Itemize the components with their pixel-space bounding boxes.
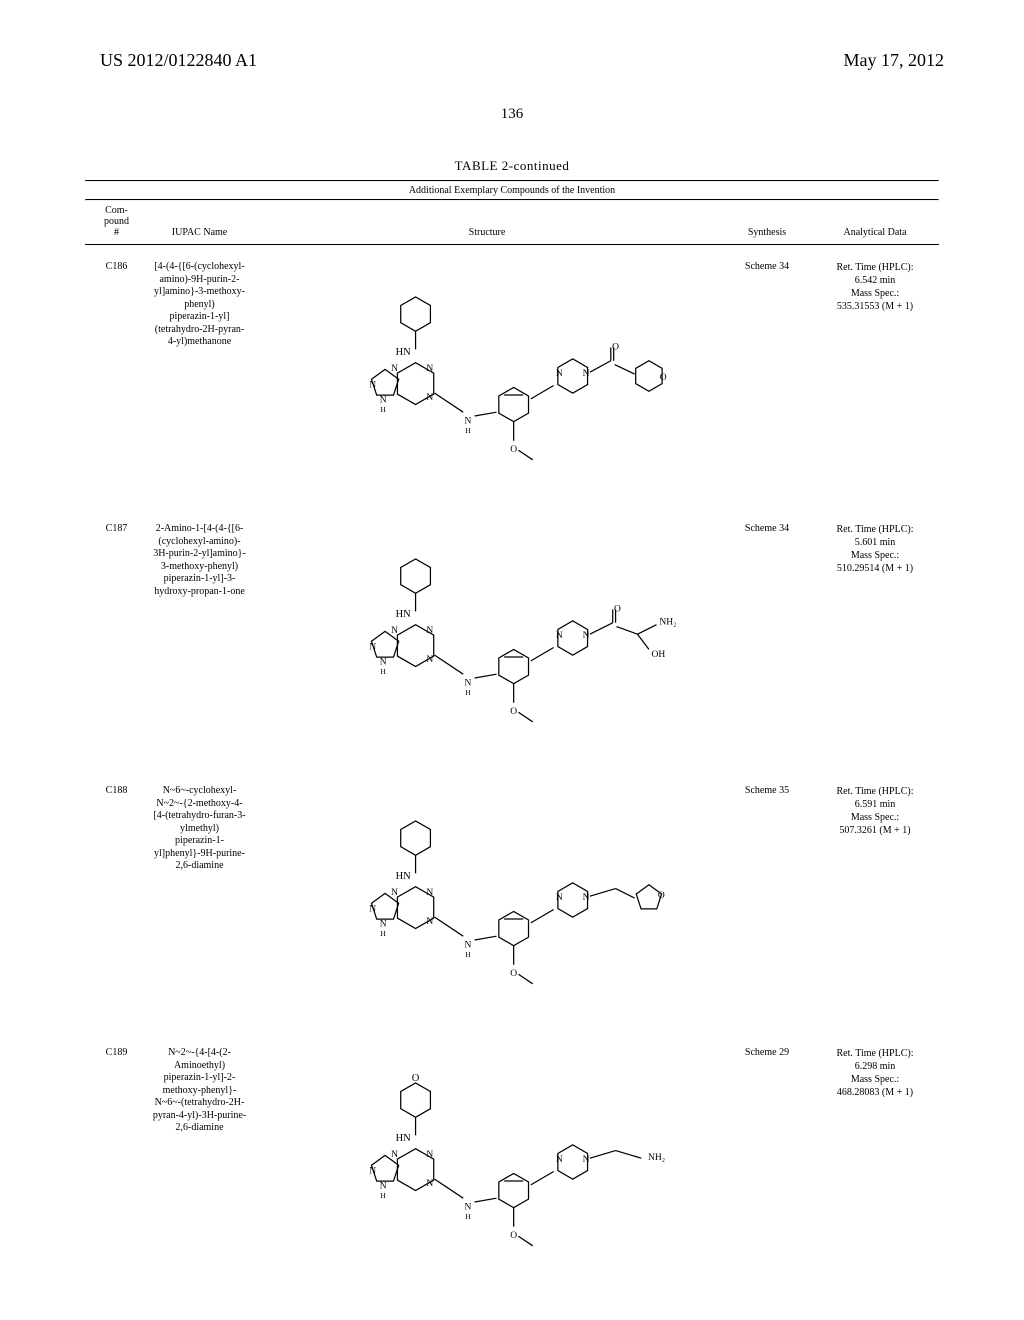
- structure-cell: HNNNNNNHNHONNONH₂OH: [251, 507, 723, 769]
- svg-text:OH: OH: [652, 650, 666, 660]
- svg-text:N: N: [556, 369, 563, 379]
- analytical-data: Ret. Time (HPLC):6.542 minMass Spec.:535…: [811, 245, 939, 508]
- svg-text:N: N: [391, 1150, 398, 1160]
- chemical-structure-diagram: HNNNNNNHNHONNOO: [255, 261, 719, 491]
- svg-text:N: N: [380, 658, 387, 668]
- svg-text:N: N: [465, 941, 472, 951]
- svg-text:N: N: [426, 1179, 433, 1189]
- svg-text:O: O: [510, 969, 517, 979]
- svg-text:HN: HN: [396, 609, 412, 620]
- svg-text:N: N: [556, 1155, 563, 1165]
- svg-text:O: O: [412, 1073, 420, 1084]
- publication-number: US 2012/0122840 A1: [100, 50, 257, 71]
- col-header-id: Com-pound#: [85, 201, 148, 245]
- chemical-structure-diagram: HNNNNNNHNHONNO: [255, 785, 719, 1015]
- svg-text:N: N: [369, 380, 376, 390]
- svg-text:O: O: [612, 342, 619, 352]
- svg-text:N: N: [426, 393, 433, 403]
- chemical-structure-diagram: HNNNNNNHNHONNONH₂OH: [255, 523, 719, 753]
- svg-text:N: N: [465, 679, 472, 689]
- iupac-name: 2-Amino-1-[4-(4-{[6-(cyclohexyl-amino)-3…: [148, 507, 251, 769]
- svg-text:N: N: [369, 642, 376, 652]
- svg-text:N: N: [556, 631, 563, 641]
- svg-text:O: O: [510, 707, 517, 717]
- svg-text:N: N: [426, 655, 433, 665]
- svg-text:N: N: [465, 417, 472, 427]
- svg-text:NH₂: NH₂: [648, 1153, 665, 1163]
- table-container: Additional Exemplary Compounds of the In…: [85, 180, 939, 1293]
- svg-text:H: H: [465, 950, 471, 959]
- svg-text:N: N: [380, 1182, 387, 1192]
- svg-text:HN: HN: [396, 1133, 412, 1144]
- svg-text:H: H: [380, 667, 386, 676]
- table-row: C189N~2~-{4-[4-(2-Aminoethyl)piperazin-1…: [85, 1031, 939, 1293]
- svg-text:N: N: [426, 364, 433, 374]
- table-caption: Additional Exemplary Compounds of the In…: [85, 182, 939, 199]
- svg-text:O: O: [510, 445, 517, 455]
- col-header-name: IUPAC Name: [148, 201, 251, 245]
- structure-cell: HNNNNNNHNHONNOO: [251, 245, 723, 508]
- table-row: C188N~6~-cyclohexyl-N~2~-{2-methoxy-4-[4…: [85, 769, 939, 1031]
- page-header: US 2012/0122840 A1 May 17, 2012: [0, 0, 1024, 71]
- svg-text:N: N: [583, 631, 590, 641]
- compound-id: C188: [85, 769, 148, 1031]
- svg-text:N: N: [391, 888, 398, 898]
- svg-text:N: N: [426, 1150, 433, 1160]
- structure-cell: OHNNNNNNHNHONNNH₂: [251, 1031, 723, 1293]
- publication-date: May 17, 2012: [844, 50, 945, 71]
- svg-text:N: N: [583, 893, 590, 903]
- analytical-data: Ret. Time (HPLC):6.298 minMass Spec.:468…: [811, 1031, 939, 1293]
- synthesis-scheme: Scheme 29: [723, 1031, 811, 1293]
- svg-text:N: N: [369, 904, 376, 914]
- col-header-structure: Structure: [251, 201, 723, 245]
- svg-text:N: N: [426, 917, 433, 927]
- chemical-structure-diagram: OHNNNNNNHNHONNNH₂: [255, 1047, 719, 1277]
- page-number: 136: [0, 106, 1024, 123]
- svg-text:H: H: [380, 929, 386, 938]
- iupac-name: [4-(4-{[6-(cyclohexyl-amino)-9H-purin-2-…: [148, 245, 251, 508]
- col-header-synthesis: Synthesis: [723, 201, 811, 245]
- svg-text:O: O: [510, 1231, 517, 1241]
- table-row: C186[4-(4-{[6-(cyclohexyl-amino)-9H-puri…: [85, 245, 939, 508]
- svg-text:N: N: [465, 1203, 472, 1213]
- compound-id: C187: [85, 507, 148, 769]
- svg-text:H: H: [465, 426, 471, 435]
- svg-text:O: O: [658, 891, 665, 901]
- compound-table: Com-pound# IUPAC Name Structure Synthesi…: [85, 201, 939, 1293]
- svg-text:N: N: [556, 893, 563, 903]
- svg-text:H: H: [465, 1212, 471, 1221]
- svg-text:N: N: [426, 888, 433, 898]
- table-row: C1872-Amino-1-[4-(4-{[6-(cyclohexyl-amin…: [85, 507, 939, 769]
- svg-text:O: O: [614, 604, 621, 614]
- iupac-name: N~2~-{4-[4-(2-Aminoethyl)piperazin-1-yl]…: [148, 1031, 251, 1293]
- svg-text:N: N: [583, 1155, 590, 1165]
- svg-text:H: H: [380, 405, 386, 414]
- svg-text:N: N: [380, 920, 387, 930]
- svg-text:HN: HN: [396, 347, 412, 358]
- svg-text:N: N: [369, 1166, 376, 1176]
- svg-text:N: N: [426, 626, 433, 636]
- compound-id: C186: [85, 245, 148, 508]
- analytical-data: Ret. Time (HPLC):5.601 minMass Spec.:510…: [811, 507, 939, 769]
- svg-text:N: N: [391, 364, 398, 374]
- synthesis-scheme: Scheme 35: [723, 769, 811, 1031]
- col-header-analytical: Analytical Data: [811, 201, 939, 245]
- compound-id: C189: [85, 1031, 148, 1293]
- svg-text:H: H: [380, 1191, 386, 1200]
- svg-text:N: N: [380, 396, 387, 406]
- analytical-data: Ret. Time (HPLC):6.591 minMass Spec.:507…: [811, 769, 939, 1031]
- synthesis-scheme: Scheme 34: [723, 245, 811, 508]
- svg-text:O: O: [660, 373, 667, 383]
- structure-cell: HNNNNNNHNHONNO: [251, 769, 723, 1031]
- svg-text:N: N: [583, 369, 590, 379]
- svg-text:HN: HN: [396, 871, 412, 882]
- synthesis-scheme: Scheme 34: [723, 507, 811, 769]
- svg-text:H: H: [465, 688, 471, 697]
- svg-text:NH₂: NH₂: [659, 618, 676, 628]
- iupac-name: N~6~-cyclohexyl-N~2~-{2-methoxy-4-[4-(te…: [148, 769, 251, 1031]
- svg-text:N: N: [391, 626, 398, 636]
- table-title: TABLE 2-continued: [0, 158, 1024, 174]
- table-header-row: Com-pound# IUPAC Name Structure Synthesi…: [85, 201, 939, 245]
